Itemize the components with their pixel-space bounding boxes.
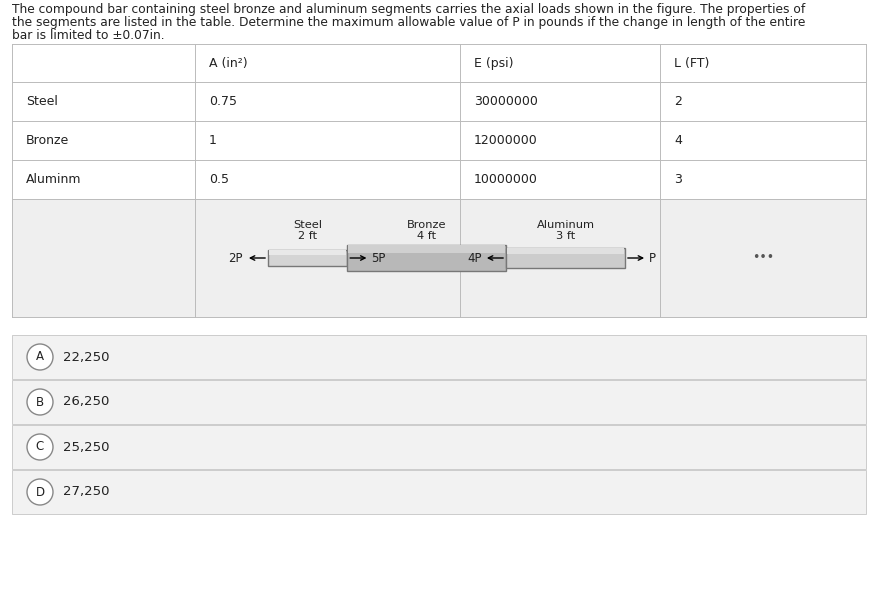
Text: The compound bar containing steel bronze and aluminum segments carries the axial: The compound bar containing steel bronze…: [12, 3, 804, 16]
Text: 2: 2: [674, 95, 681, 108]
Text: B: B: [36, 395, 44, 408]
Text: 12000000: 12000000: [474, 134, 537, 147]
Text: bar is limited to ±0.07in.: bar is limited to ±0.07in.: [12, 29, 165, 42]
Bar: [505, 248, 624, 268]
Text: L (FT): L (FT): [674, 56, 709, 70]
Text: 0.75: 0.75: [209, 95, 237, 108]
Text: 22,250: 22,250: [63, 351, 110, 364]
Text: Steel: Steel: [26, 95, 58, 108]
Text: A: A: [36, 351, 44, 364]
Text: 4 ft: 4 ft: [417, 231, 436, 241]
Bar: [12, 380, 865, 424]
Text: 25,250: 25,250: [63, 441, 110, 453]
Text: 1: 1: [209, 134, 217, 147]
Bar: [348, 245, 504, 253]
Bar: [12, 335, 865, 379]
Text: 26,250: 26,250: [63, 395, 110, 408]
Text: 5P: 5P: [371, 252, 385, 264]
Text: Aluminm: Aluminm: [26, 173, 82, 186]
Text: 4: 4: [674, 134, 681, 147]
Text: Bronze: Bronze: [26, 134, 69, 147]
Text: 27,250: 27,250: [63, 485, 110, 499]
Bar: [267, 250, 347, 266]
Text: Aluminum: Aluminum: [536, 220, 594, 230]
Text: 2 ft: 2 ft: [298, 231, 317, 241]
Text: Steel: Steel: [293, 220, 322, 230]
Text: 4P: 4P: [467, 252, 481, 264]
Text: Bronze: Bronze: [406, 220, 446, 230]
Circle shape: [27, 344, 53, 370]
Circle shape: [27, 389, 53, 415]
Text: 3: 3: [674, 173, 681, 186]
Text: 30000000: 30000000: [474, 95, 538, 108]
Text: E (psi): E (psi): [474, 56, 513, 70]
Bar: [347, 245, 505, 271]
Text: 2P: 2P: [228, 252, 243, 264]
Text: 3 ft: 3 ft: [555, 231, 574, 241]
Circle shape: [27, 479, 53, 505]
Text: D: D: [35, 485, 45, 499]
Bar: [12, 470, 865, 514]
Text: the segments are listed in the table. Determine the maximum allowable value of P: the segments are listed in the table. De…: [12, 16, 804, 29]
Text: •••: •••: [751, 252, 774, 264]
Bar: [506, 248, 624, 254]
Text: P: P: [648, 252, 655, 264]
Circle shape: [27, 434, 53, 460]
Text: C: C: [36, 441, 44, 453]
Bar: [12, 425, 865, 469]
Text: 0.5: 0.5: [209, 173, 229, 186]
Text: A (in²): A (in²): [209, 56, 247, 70]
Bar: [12, 199, 865, 317]
Text: 10000000: 10000000: [474, 173, 538, 186]
Bar: [268, 250, 346, 255]
